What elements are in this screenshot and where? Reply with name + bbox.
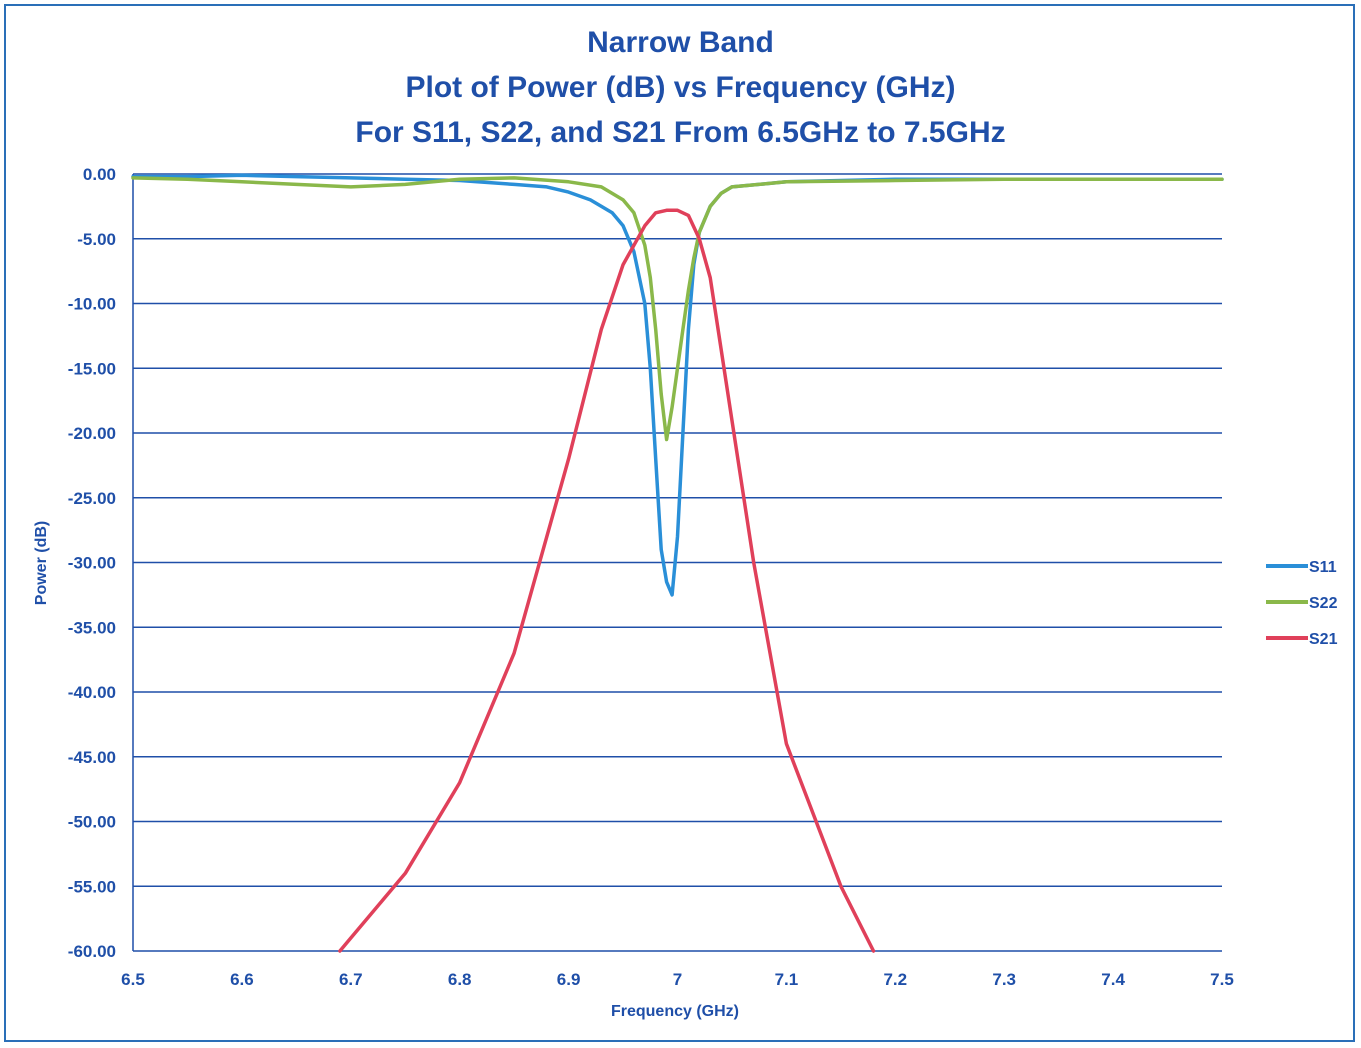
y-tick-labels: 0.00 -5.00 -10.00 -15.00 -20.00 -25.00 -30.00 -… (68, 165, 116, 961)
x-tick-label: 6.8 (448, 970, 472, 989)
y-tick-label: -5.00 (77, 230, 116, 249)
y-tick-label: -15.00 (68, 359, 116, 378)
x-tick-label: 7.1 (775, 970, 799, 989)
x-axis-title: Frequency (GHz) (611, 1003, 739, 1020)
y-axis-title: Power (dB) (33, 521, 50, 605)
chart-title-line-2: Plot of Power (dB) vs Frequency (GHz) (405, 71, 956, 104)
y-tick-label: -35.00 (68, 618, 116, 637)
x-tick-label: 6.9 (557, 970, 581, 989)
series-line-s21 (338, 208, 876, 953)
legend-label-s22: S22 (1309, 595, 1338, 612)
x-tick-label: 7.4 (1101, 970, 1125, 989)
x-tick-label: 7.3 (992, 970, 1016, 989)
y-tick-label: -10.00 (68, 295, 116, 314)
x-tick-label: 6.6 (230, 970, 254, 989)
grid-lines (132, 173, 1222, 952)
chart-title-line-3: For S11, S22, and S21 From 6.5GHz to 7.5… (355, 116, 1006, 149)
legend-label-s21: S21 (1309, 631, 1338, 648)
y-tick-label: -60.00 (68, 942, 116, 961)
series-line-s22 (131, 176, 1224, 442)
series-lines (131, 173, 1224, 953)
y-tick-label: -20.00 (68, 424, 116, 443)
y-tick-label: -55.00 (68, 877, 116, 896)
y-tick-label: -50.00 (68, 813, 116, 832)
y-tick-label: -40.00 (68, 683, 116, 702)
legend-label-s11: S11 (1309, 559, 1337, 576)
y-tick-label: -25.00 (68, 489, 116, 508)
x-tick-label: 7.2 (883, 970, 907, 989)
x-tick-labels: 6.5 6.6 6.7 6.8 6.9 7 7.1 7.2 7.3 7.4 7.5 (121, 970, 1234, 989)
y-tick-label: -30.00 (68, 554, 116, 573)
y-tick-label: 0.00 (83, 165, 116, 184)
chart-frame (4, 4, 1355, 1042)
chart-title: Narrow Band Plot of Power (dB) vs Freque… (0, 20, 1361, 155)
x-tick-label: 6.5 (121, 970, 145, 989)
y-tick-label: -45.00 (68, 748, 116, 767)
x-tick-label: 6.7 (339, 970, 363, 989)
x-tick-label: 7 (673, 970, 682, 989)
x-tick-label: 7.5 (1210, 970, 1234, 989)
legend: S11 S22 S21 (1266, 559, 1338, 648)
chart-title-line-1: Narrow Band (587, 26, 774, 59)
